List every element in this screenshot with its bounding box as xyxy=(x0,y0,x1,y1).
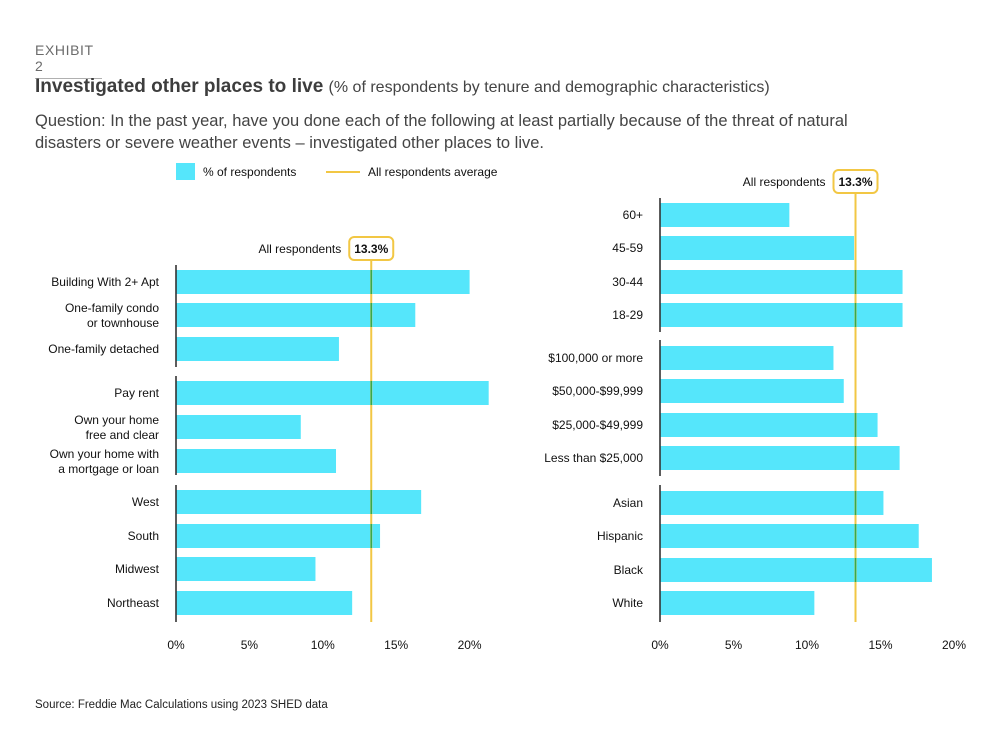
right-category-label: White xyxy=(612,596,643,610)
left-bar-region xyxy=(176,557,316,581)
left-bar-housing-type xyxy=(176,303,416,327)
left-bar-housing-type xyxy=(176,337,339,361)
left-category-label: Pay rent xyxy=(114,386,159,400)
left-x-tick-label: 15% xyxy=(384,638,408,652)
right-bar-age xyxy=(660,203,790,227)
left-bar-region xyxy=(176,524,381,548)
left-category-label: Building With 2+ Apt xyxy=(51,275,159,289)
right-category-label: Less than $25,000 xyxy=(544,451,643,465)
left-x-tick-label: 20% xyxy=(458,638,482,652)
legend-average-label: All respondents average xyxy=(368,165,498,179)
right-average-label: All respondents xyxy=(743,175,826,189)
left-bar-tenure xyxy=(176,415,301,439)
left-x-tick-label: 5% xyxy=(241,638,259,652)
right-category-label: $100,000 or more xyxy=(548,351,643,365)
right-category-label: Hispanic xyxy=(597,529,643,543)
right-x-tick-label: 0% xyxy=(651,638,669,652)
legend-bar-label: % of respondents xyxy=(203,165,297,179)
right-x-tick-label: 20% xyxy=(942,638,966,652)
left-category-label: One-family condo or townhouse xyxy=(65,301,159,330)
right-category-label: Black xyxy=(614,563,644,577)
right-category-label: Asian xyxy=(613,496,643,510)
left-average-badge xyxy=(348,236,395,261)
right-average-badge xyxy=(832,169,879,194)
right-category-label: 45-59 xyxy=(612,241,643,255)
right-average-value: 13.3% xyxy=(838,175,872,189)
title-subtitle: (% of respondents by tenure and demograp… xyxy=(328,79,770,96)
right-bar-income xyxy=(660,413,878,437)
survey-question: Question: In the past year, have you don… xyxy=(35,112,848,152)
exhibit-label: EXHIBIT 2 xyxy=(35,42,102,79)
left-x-tick-label: 10% xyxy=(311,638,335,652)
right-bar-age xyxy=(660,303,903,327)
left-bar-tenure xyxy=(176,449,337,473)
left-category-label: Northeast xyxy=(107,596,160,610)
left-category-label: West xyxy=(132,495,160,509)
left-bar-tenure xyxy=(176,381,489,405)
left-x-tick-label: 0% xyxy=(167,638,185,652)
right-bar-race-ethnicity xyxy=(660,591,815,615)
right-bar-age xyxy=(660,236,855,260)
left-category-label: South xyxy=(128,529,159,543)
right-bar-income xyxy=(660,446,900,470)
left-bar-region xyxy=(176,490,422,514)
left-bar-region xyxy=(176,591,353,615)
left-average-label: All respondents xyxy=(259,242,342,256)
legend-bar-swatch-icon xyxy=(176,163,195,180)
source-note: Source: Freddie Mac Calculations using 2… xyxy=(35,699,328,711)
right-bar-income xyxy=(660,379,844,403)
right-x-tick-label: 10% xyxy=(795,638,819,652)
right-category-label: $25,000-$49,999 xyxy=(552,418,643,432)
right-bar-age xyxy=(660,270,903,294)
left-category-label: Midwest xyxy=(115,562,160,576)
chart-title: Investigated other places to live (% of … xyxy=(35,76,770,98)
right-category-label: 30-44 xyxy=(612,275,643,289)
left-category-label: Own your home with a mortgage or loan xyxy=(50,447,159,476)
right-bar-race-ethnicity xyxy=(660,491,884,515)
right-x-tick-label: 15% xyxy=(868,638,892,652)
legend-average-line-icon xyxy=(326,171,360,173)
left-bar-housing-type xyxy=(176,270,470,294)
right-x-tick-label: 5% xyxy=(725,638,743,652)
left-average-value: 13.3% xyxy=(354,242,388,256)
left-category-label: One-family detached xyxy=(48,342,159,356)
right-bar-income xyxy=(660,346,834,370)
right-category-label: $50,000-$99,999 xyxy=(552,384,643,398)
right-bar-race-ethnicity xyxy=(660,558,932,582)
title-main: Investigated other places to live xyxy=(35,76,324,97)
right-category-label: 60+ xyxy=(623,208,643,222)
right-category-label: 18-29 xyxy=(612,308,643,322)
left-category-label: Own your home free and clear xyxy=(74,413,159,442)
right-bar-race-ethnicity xyxy=(660,524,919,548)
